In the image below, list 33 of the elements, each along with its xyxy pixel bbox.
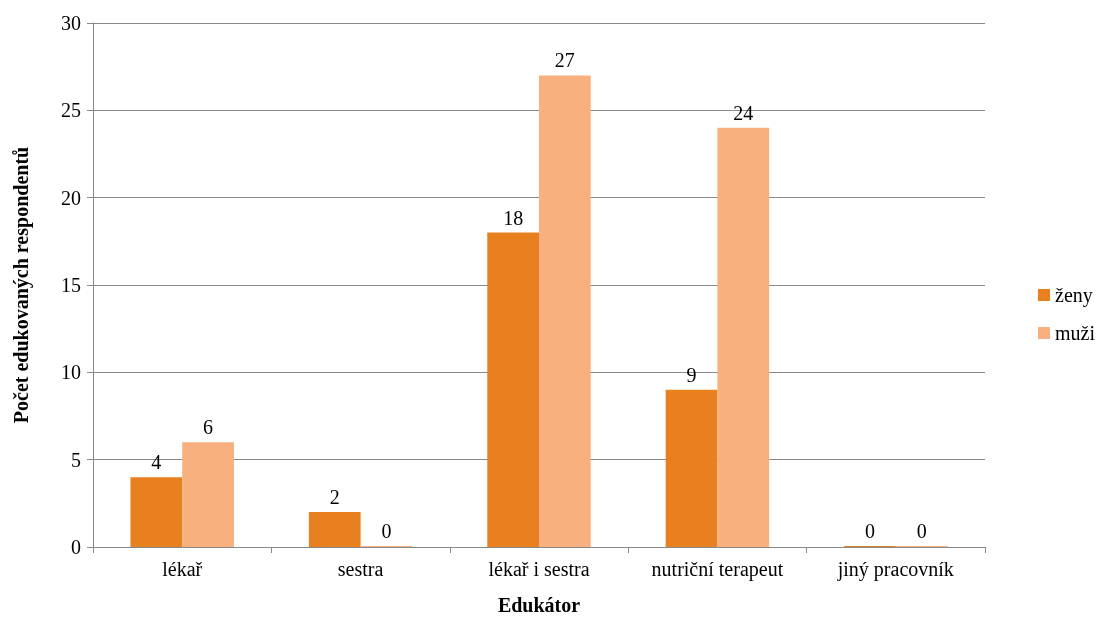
y-tick-label: 5	[71, 448, 81, 471]
y-axis-title: Počet edukovaných respondentů	[10, 146, 33, 424]
data-label: 0	[916, 520, 927, 542]
bar	[130, 477, 183, 547]
data-label: 9	[686, 363, 697, 386]
y-tick-label: 15	[61, 274, 81, 296]
data-label: 27	[554, 49, 575, 72]
data-label: 6	[203, 416, 214, 439]
data-label: 2	[329, 486, 340, 509]
y-tick-label: 30	[61, 12, 81, 34]
y-tick-label: 20	[61, 186, 81, 209]
x-tick-label: lékař i sestra	[488, 558, 590, 580]
legend-label: ženy	[1055, 284, 1093, 307]
data-label: 0	[381, 520, 392, 542]
bar	[308, 512, 361, 547]
data-label: 4	[151, 451, 162, 474]
x-tick-label: nutriční terapeut	[651, 558, 784, 581]
bar	[539, 75, 591, 547]
x-tick-label: lékař	[162, 558, 203, 580]
x-tick-label: sestra	[337, 558, 384, 580]
bar	[717, 127, 770, 547]
x-axis-title: Edukátor	[497, 594, 581, 616]
data-label: 24	[733, 101, 754, 124]
y-tick-label: 25	[61, 99, 81, 122]
bar	[665, 389, 718, 547]
data-label: 18	[503, 206, 524, 229]
x-tick-label: jiný pracovník	[836, 558, 954, 581]
bar	[182, 442, 234, 547]
data-label: 0	[864, 520, 875, 542]
bar	[487, 232, 539, 547]
y-tick-label: 0	[71, 536, 81, 558]
y-tick-label: 10	[61, 361, 81, 384]
legend-label: muži	[1055, 322, 1096, 344]
